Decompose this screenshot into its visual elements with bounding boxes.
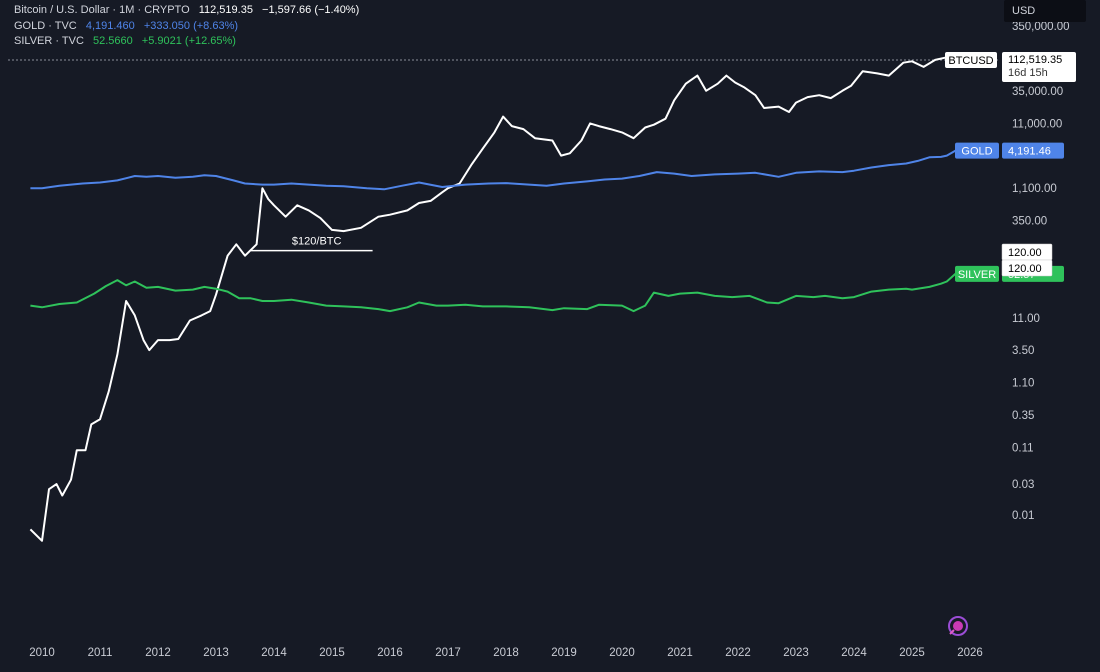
price-level-tag bbox=[1001, 259, 1053, 277]
btc-label-tag bbox=[945, 52, 997, 68]
x-axis: 2010 2011 2012 2013 2014 2015 2016 2017 2018 2019… bbox=[29, 647, 983, 659]
gold-label-tag bbox=[955, 142, 999, 159]
x-tick-label: 2020 bbox=[609, 647, 635, 659]
y-axis: 350,000.00 35,000.00 11,000.00 1,100.00 350.… bbox=[1012, 21, 1070, 522]
legend-gold-name: GOLD · TVC bbox=[14, 19, 77, 32]
x-tick-label: 2022 bbox=[725, 647, 751, 659]
x-tick-label: 2010 bbox=[29, 647, 55, 659]
x-tick-label: 2023 bbox=[783, 647, 809, 659]
x-tick-label: 2016 bbox=[377, 647, 403, 659]
x-tick-label: 2012 bbox=[145, 647, 171, 659]
x-tick-label: 2018 bbox=[493, 647, 519, 659]
series-layer bbox=[29, 56, 957, 542]
silver-label-text: SILVER bbox=[958, 269, 996, 281]
legend-btc-change: −1,597.66 (−1.40%) bbox=[262, 4, 360, 16]
y-tick-label: 11.00 bbox=[1012, 313, 1040, 325]
x-tick-label: 2013 bbox=[203, 647, 229, 659]
btc-price-tag bbox=[1002, 52, 1076, 82]
x-tick-label: 2024 bbox=[841, 647, 867, 659]
legend-silver-change: +5.9021 (+12.65%) bbox=[141, 35, 236, 47]
legend-gold-value: 4,191.460 bbox=[85, 19, 135, 32]
series-line-btcusd bbox=[29, 56, 956, 542]
btc-label-text: BTCUSD bbox=[948, 55, 993, 67]
y-tick-label: 0.03 bbox=[1012, 479, 1034, 491]
price-level-text: 120.00 bbox=[1008, 263, 1042, 275]
y-tick-label: 0.11 bbox=[1012, 442, 1034, 454]
legend-gold-change: +333.050 (+8.63%) bbox=[143, 19, 239, 32]
legend-row-silver[interactable]: SILVER · TVC 52.5660 +5.9021 (+12.65%) bbox=[14, 34, 365, 50]
tradingview-logo-icon[interactable] bbox=[948, 616, 968, 636]
btc-countdown-text: 16d 15h bbox=[1008, 67, 1048, 79]
annotation-layer: $120/BTC bbox=[250, 236, 373, 252]
x-tick-label: 2021 bbox=[667, 647, 693, 659]
x-tick-label: 2015 bbox=[319, 647, 345, 659]
gold-price-text: 4,191.46 bbox=[1008, 146, 1051, 158]
y-tick-label: 0.01 bbox=[1012, 510, 1034, 522]
x-tick-label: 2019 bbox=[551, 647, 577, 659]
series-line-gold bbox=[30, 149, 956, 191]
y-tick-label: 350.00 bbox=[1012, 215, 1047, 227]
x-tick-label: 2025 bbox=[899, 647, 925, 659]
currency-selector-button[interactable]: USD bbox=[1004, 0, 1086, 22]
gold-label-text: GOLD bbox=[961, 146, 992, 158]
silver-label-tag bbox=[955, 265, 999, 282]
legend-row-btc[interactable]: Bitcoin / U.S. Dollar · 1M · CRYPTO 112,… bbox=[14, 3, 365, 19]
x-tick-label: 2017 bbox=[435, 647, 461, 659]
chart-legend: Bitcoin / U.S. Dollar · 1M · CRYPTO 112,… bbox=[14, 3, 365, 50]
y-tick-label: 1,100.00 bbox=[1012, 183, 1057, 195]
x-tick-label: 2026 bbox=[957, 647, 983, 659]
y-tick-label: 350,000.00 bbox=[1012, 21, 1070, 33]
y-tick-label: 0.35 bbox=[1012, 410, 1034, 422]
x-tick-label: 2014 bbox=[261, 647, 287, 659]
btc-price-text: 112,519.35 bbox=[1008, 54, 1062, 66]
annotation-label: $120/BTC bbox=[292, 236, 342, 248]
y-tick-label: 3.50 bbox=[1012, 345, 1034, 357]
y-tick-label: 1.10 bbox=[1012, 378, 1034, 390]
gold-price-tag bbox=[1002, 142, 1064, 159]
price-level-text: 120.00 bbox=[1008, 247, 1042, 259]
legend-silver-value: 52.5660 bbox=[92, 35, 133, 47]
y-tick-label: 35,000.00 bbox=[1012, 86, 1063, 98]
legend-row-gold[interactable]: GOLD · TVC 4,191.460 +333.050 (+8.63%) bbox=[14, 19, 365, 35]
y-tick-label: 11,000.00 bbox=[1012, 118, 1062, 130]
legend-btc-name: Bitcoin / U.S. Dollar · 1M · CRYPTO bbox=[14, 4, 190, 16]
legend-silver-name: SILVER · TVC bbox=[14, 35, 84, 47]
series-line-silver bbox=[30, 273, 957, 313]
x-tick-label: 2011 bbox=[88, 647, 113, 659]
legend-btc-value: 112,519.35 bbox=[198, 4, 253, 16]
